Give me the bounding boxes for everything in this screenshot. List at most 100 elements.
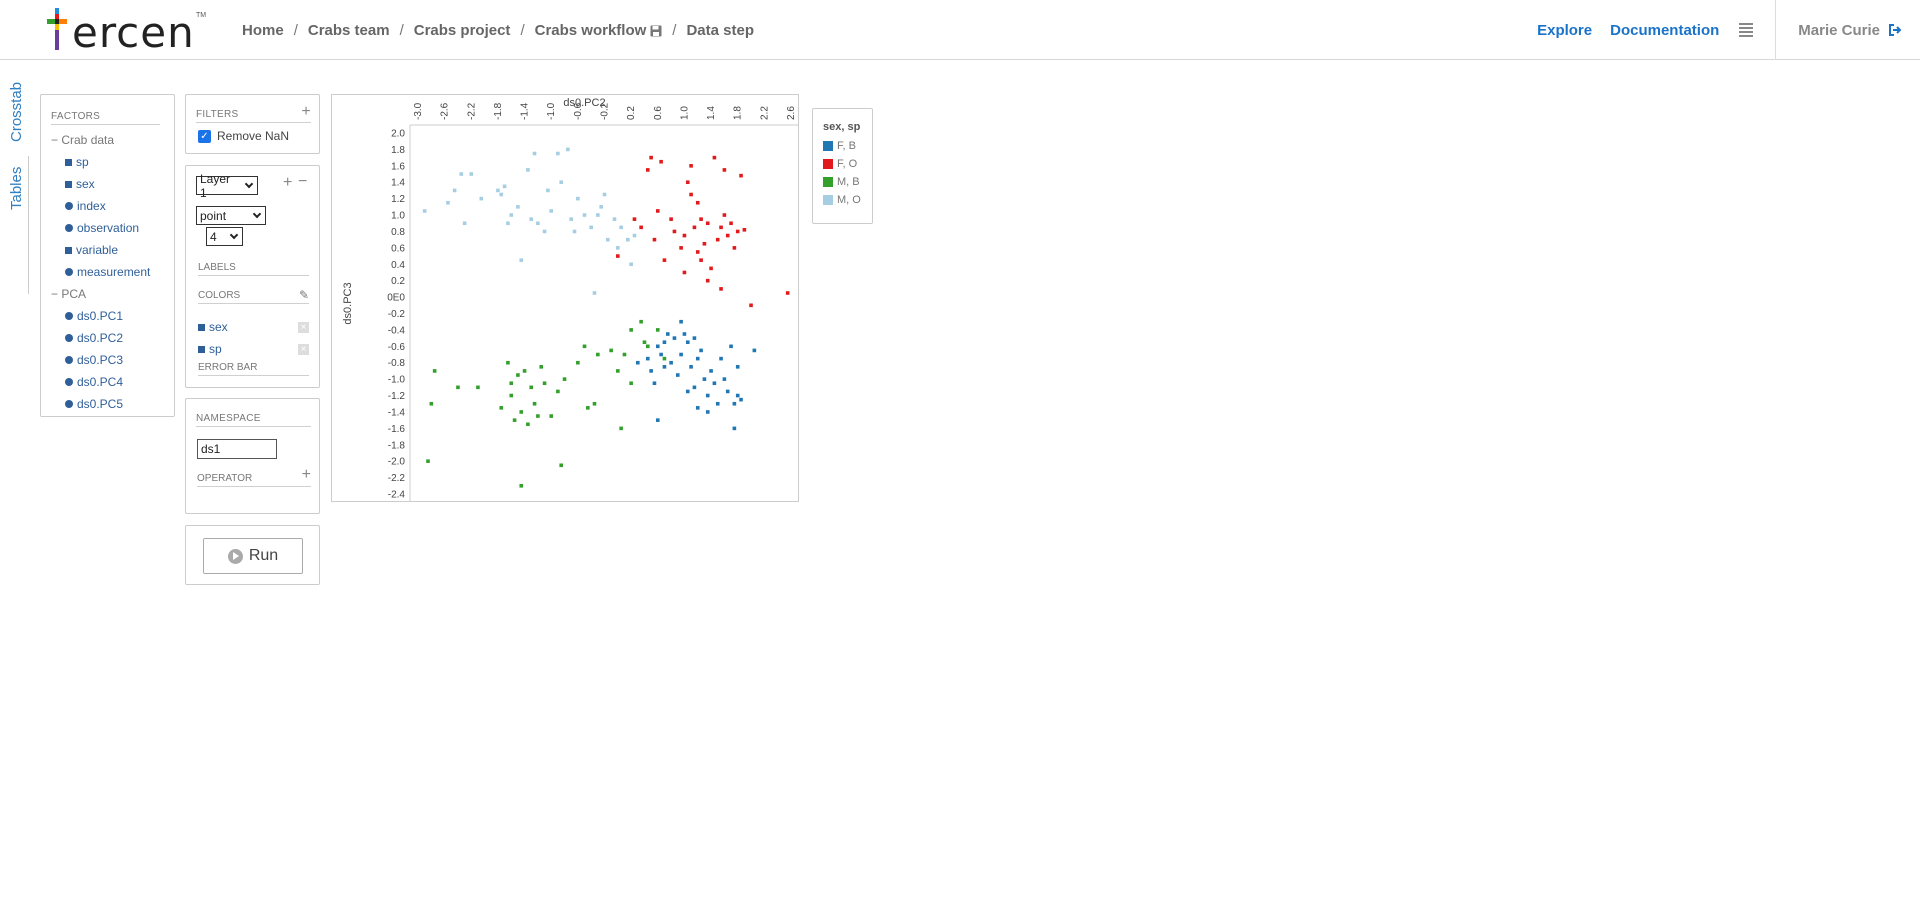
data-point	[452, 188, 457, 193]
data-point	[609, 348, 613, 353]
geom-select[interactable]: point	[196, 206, 266, 225]
remove-nan-option[interactable]: ✓ Remove NaN	[198, 129, 319, 143]
data-point	[422, 209, 427, 213]
scatter-chart[interactable]: -3.0 -2.6 -2.2 -1.8 -1.4 -1.0 -0.6 -0.2 0.2 0.6 1.…	[331, 94, 799, 502]
data-point	[722, 213, 727, 217]
tercen-logo[interactable]: ercen TM	[46, 6, 207, 57]
y-tick-label: -0.2	[388, 309, 406, 320]
data-point	[536, 221, 540, 226]
data-point	[639, 319, 643, 324]
tab-crosstab[interactable]: Crosstab	[8, 81, 25, 142]
data-point	[645, 168, 650, 172]
remove-layer-minus-icon[interactable]: −	[298, 173, 308, 190]
legend-item: M, O	[823, 193, 872, 206]
factor-label: sp	[76, 155, 89, 169]
data-point	[516, 205, 520, 209]
tab-tables[interactable]: Tables	[8, 166, 25, 210]
data-point	[512, 418, 517, 422]
user-menu[interactable]: Marie Curie	[1775, 0, 1920, 60]
add-filter-plus-icon[interactable]: +	[301, 103, 311, 120]
color-factor-label: sp	[209, 342, 222, 356]
hamburger-menu-icon[interactable]	[1739, 21, 1754, 39]
factor-group-pca[interactable]: − PCA	[51, 287, 87, 301]
data-point	[735, 229, 740, 234]
factor-square-icon	[65, 246, 72, 254]
data-point	[655, 328, 660, 332]
data-point	[586, 406, 590, 410]
data-point	[629, 262, 633, 267]
factor-dot-icon	[65, 202, 73, 210]
filters-panel: FILTERS + ✓ Remove NaN	[185, 94, 320, 154]
data-point	[582, 213, 587, 217]
factor-sex[interactable]: sex	[65, 173, 174, 195]
data-point	[509, 381, 514, 386]
breadcrumb-home[interactable]: Home	[242, 22, 284, 39]
factor-ds0-pc5[interactable]: ds0.PC5	[65, 393, 174, 415]
breadcrumb-project[interactable]: Crabs project	[413, 22, 511, 39]
breadcrumb-team[interactable]: Crabs team	[307, 22, 390, 39]
data-point	[616, 369, 620, 373]
factor-group-crab-data[interactable]: − Crab data	[51, 133, 115, 147]
data-point	[562, 377, 567, 381]
data-point	[592, 291, 597, 295]
factor-sp[interactable]: sp	[65, 151, 174, 173]
x-tick-label: -1.0	[546, 102, 557, 120]
series-f-o	[616, 155, 790, 308]
y-tick-label: -2.2	[388, 473, 406, 484]
data-point	[719, 225, 723, 230]
factor-label: index	[77, 199, 106, 213]
play-icon	[227, 548, 243, 564]
breadcrumb-workflow[interactable]: Crabs workflow	[534, 22, 647, 39]
run-button[interactable]: Run	[203, 538, 303, 574]
chevron-down-icon	[244, 179, 254, 189]
data-point	[596, 352, 600, 357]
data-point	[652, 237, 657, 242]
documentation-link[interactable]: Documentation	[1610, 21, 1720, 39]
factor-ds0-pc1[interactable]: ds0.PC1	[65, 305, 174, 327]
remove-color-icon[interactable]: ×	[298, 321, 309, 333]
data-point	[602, 192, 607, 197]
data-point	[702, 241, 707, 246]
data-point	[749, 303, 753, 308]
data-point	[502, 184, 507, 189]
data-point	[629, 381, 633, 386]
color-factor-sp[interactable]: sp ×	[198, 342, 309, 356]
y-tick-label: -2.4	[388, 490, 406, 501]
size-select[interactable]: 4	[206, 227, 243, 246]
factor-ds0-pc3[interactable]: ds0.PC3	[65, 349, 174, 371]
y-tick-label: 1.4	[391, 178, 405, 189]
factors-panel: FACTORS − Crab data sp sex index observa…	[40, 94, 175, 417]
factor-measurement[interactable]: measurement	[65, 261, 174, 283]
edit-colors-icon[interactable]: ✎	[298, 288, 309, 302]
data-point	[672, 336, 677, 340]
color-factor-sex[interactable]: sex ×	[198, 320, 309, 334]
legend-item: F, B	[823, 139, 872, 152]
explore-link[interactable]: Explore	[1537, 21, 1593, 39]
data-point	[715, 237, 720, 242]
factor-variable[interactable]: variable	[65, 239, 174, 261]
data-point	[699, 258, 703, 262]
data-point	[522, 369, 527, 373]
data-point	[622, 352, 627, 357]
data-point	[662, 356, 667, 361]
logo-trademark: TM	[196, 12, 207, 19]
layer-select[interactable]: Layer 1	[196, 172, 258, 200]
add-layer-plus-icon[interactable]: +	[283, 174, 293, 191]
remove-nan-label: Remove NaN	[217, 129, 290, 143]
factor-index[interactable]: index	[65, 195, 174, 217]
save-icon[interactable]	[650, 25, 662, 37]
data-point	[532, 401, 537, 406]
data-point	[659, 352, 663, 357]
sign-out-icon[interactable]	[1888, 23, 1902, 37]
factor-ds0-pc4[interactable]: ds0.PC4	[65, 371, 174, 393]
breadcrumb: Home / Crabs team / Crabs project / Crab…	[242, 22, 754, 39]
factor-ds0-pc2[interactable]: ds0.PC2	[65, 327, 174, 349]
add-operator-plus-icon[interactable]: +	[301, 466, 311, 483]
namespace-input[interactable]: ds1	[197, 439, 277, 459]
factor-dot-icon	[65, 224, 73, 232]
logo-cross-icon	[47, 8, 67, 50]
remove-nan-checkbox[interactable]: ✓	[198, 129, 211, 143]
remove-color-icon[interactable]: ×	[298, 343, 309, 355]
factor-observation[interactable]: observation	[65, 217, 174, 239]
x-tick-label: -1.4	[520, 102, 531, 120]
